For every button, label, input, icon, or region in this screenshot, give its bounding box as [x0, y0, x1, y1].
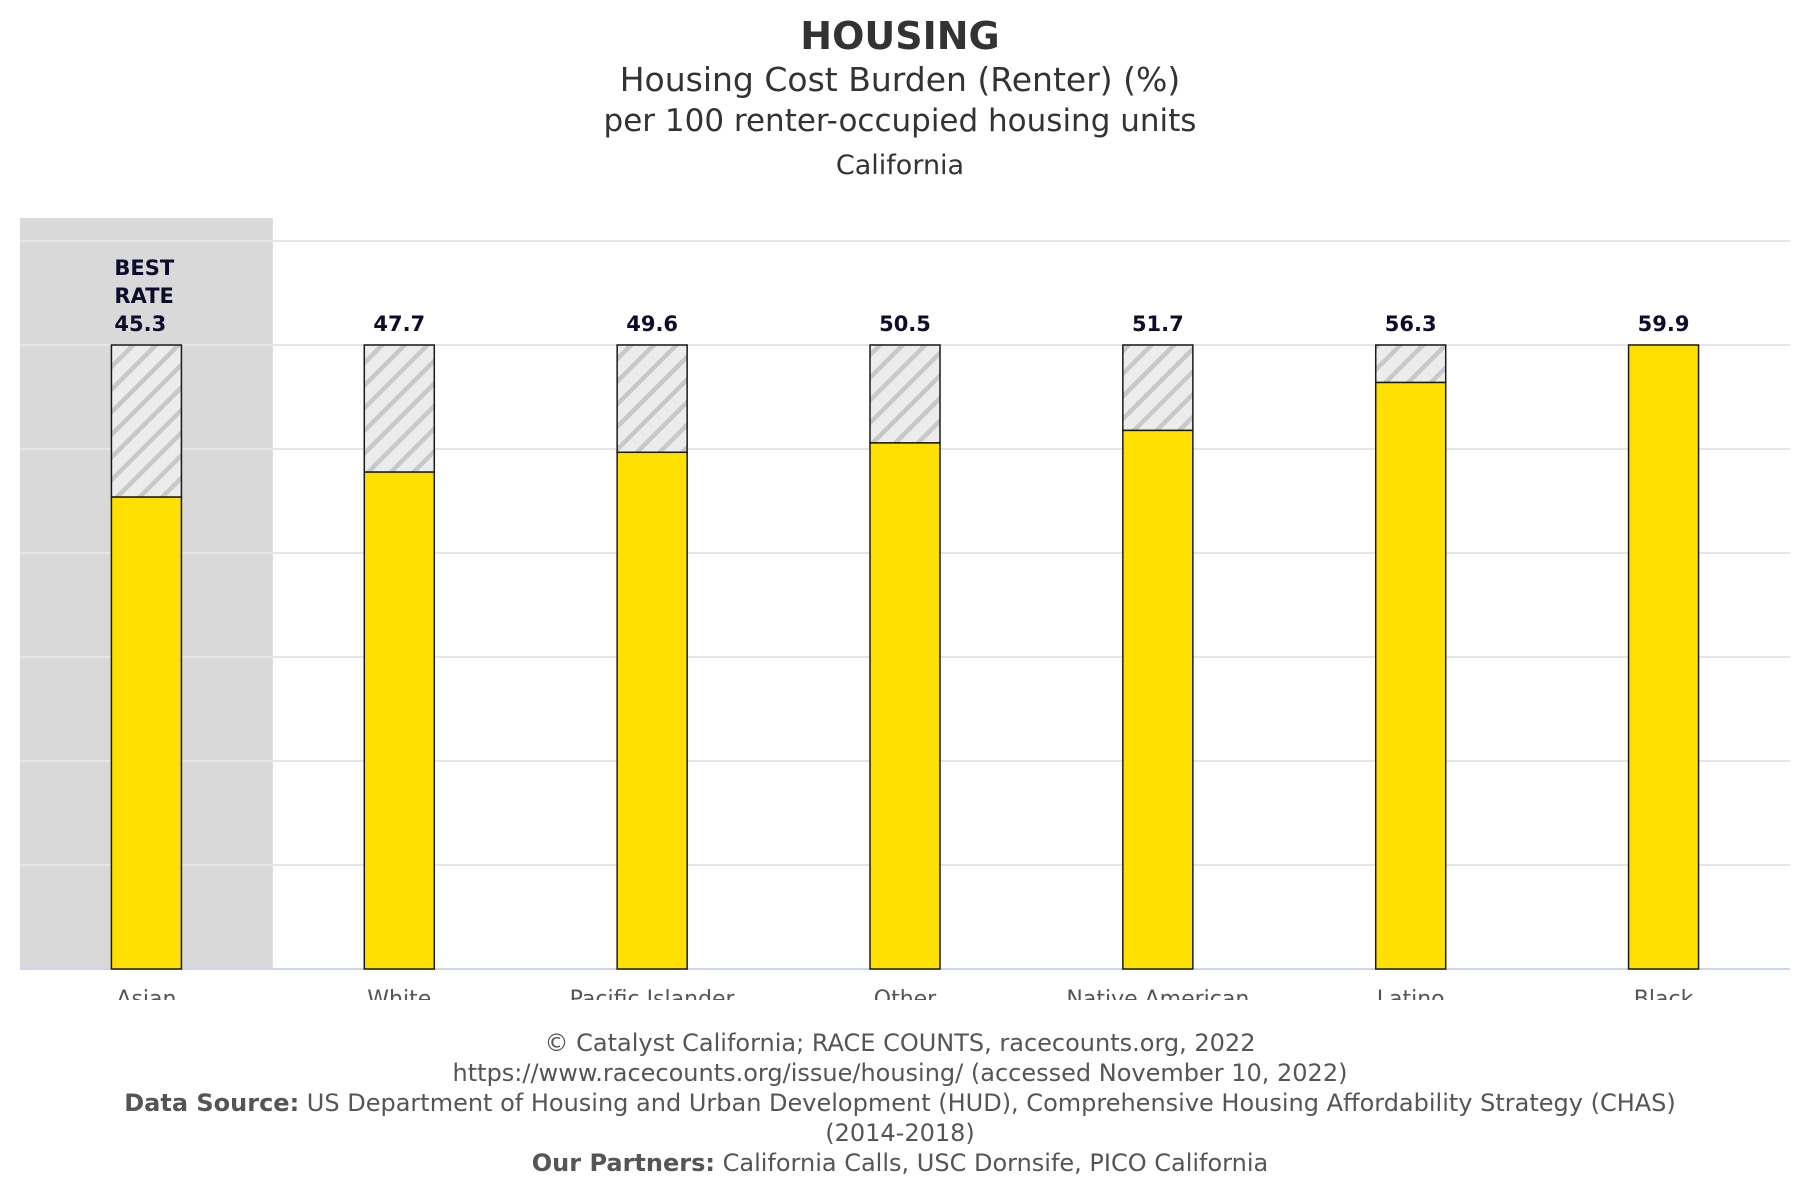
bar	[363, 471, 436, 970]
x-tick-label: Other	[874, 987, 937, 1000]
bar-value-label: 50.5	[879, 312, 931, 336]
best-rate-label: BEST	[114, 256, 174, 280]
bar	[616, 451, 688, 970]
bar-value-label: 47.7	[373, 312, 425, 336]
bar	[110, 496, 183, 970]
bar	[1122, 429, 1194, 970]
x-tick-label: Pacific Islander	[570, 987, 736, 1000]
bar-value-label: 45.3	[114, 312, 166, 336]
bar-gap-to-worst	[869, 344, 941, 444]
chart-subtitle-region: California	[835, 150, 965, 181]
bar-layer	[110, 344, 1700, 970]
footer-partners-text: California Calls, USC Dornsife, PICO Cal…	[714, 1149, 1269, 1177]
footer-url: https://www.racecounts.org/issue/housing…	[452, 1059, 1348, 1087]
footer-source-text: US Department of Housing and Urban Devel…	[299, 1089, 1676, 1147]
footer-copyright: © Catalyst California; RACE COUNTS, race…	[544, 1029, 1256, 1057]
x-tick-label: Latino	[1377, 987, 1445, 1000]
bar-chart: BEST RATE 45.3 Asian 47.7 White 49.6 Pacific Is…	[20, 218, 1790, 1000]
bar-gap-to-worst	[110, 344, 183, 498]
bar-value-label: 56.3	[1385, 312, 1437, 336]
chart-subtitle: Housing Cost Burden (Renter) (%)	[619, 60, 1181, 99]
bar-gap-to-worst	[363, 344, 436, 473]
footer-partners: Our Partners: California Calls, USC Dorn…	[100, 1148, 1700, 1178]
bar-value-label: 51.7	[1132, 312, 1184, 336]
best-rate-label: RATE	[114, 284, 173, 308]
bar	[1627, 344, 1700, 970]
bar-value-label: 49.6	[626, 312, 678, 336]
bar-gap-to-worst	[1374, 344, 1447, 384]
x-tick-label: Native American	[1066, 987, 1249, 1000]
x-tick-label: Black	[1634, 987, 1694, 1000]
chart-subtitle-units: per 100 renter-occupied housing units	[603, 103, 1197, 139]
footer-source-label: Data Source:	[124, 1089, 300, 1117]
x-tick-label: Asian	[116, 987, 176, 1000]
bar-gap-to-worst	[1122, 344, 1194, 432]
bar-gap-to-worst	[616, 344, 688, 454]
bar	[869, 442, 941, 970]
footer-source: Data Source: US Department of Housing an…	[100, 1088, 1700, 1148]
chart-title: HOUSING	[800, 14, 1000, 58]
chart-footer: © Catalyst California; RACE COUNTS, race…	[100, 1028, 1700, 1178]
footer-partners-label: Our Partners:	[531, 1149, 715, 1177]
bar	[1374, 381, 1447, 970]
bar-value-label: 59.9	[1638, 312, 1690, 336]
label-layer: BEST RATE 45.3 Asian 47.7 White 49.6 Pacific Is…	[114, 256, 1693, 1000]
x-tick-label: White	[367, 987, 431, 1000]
